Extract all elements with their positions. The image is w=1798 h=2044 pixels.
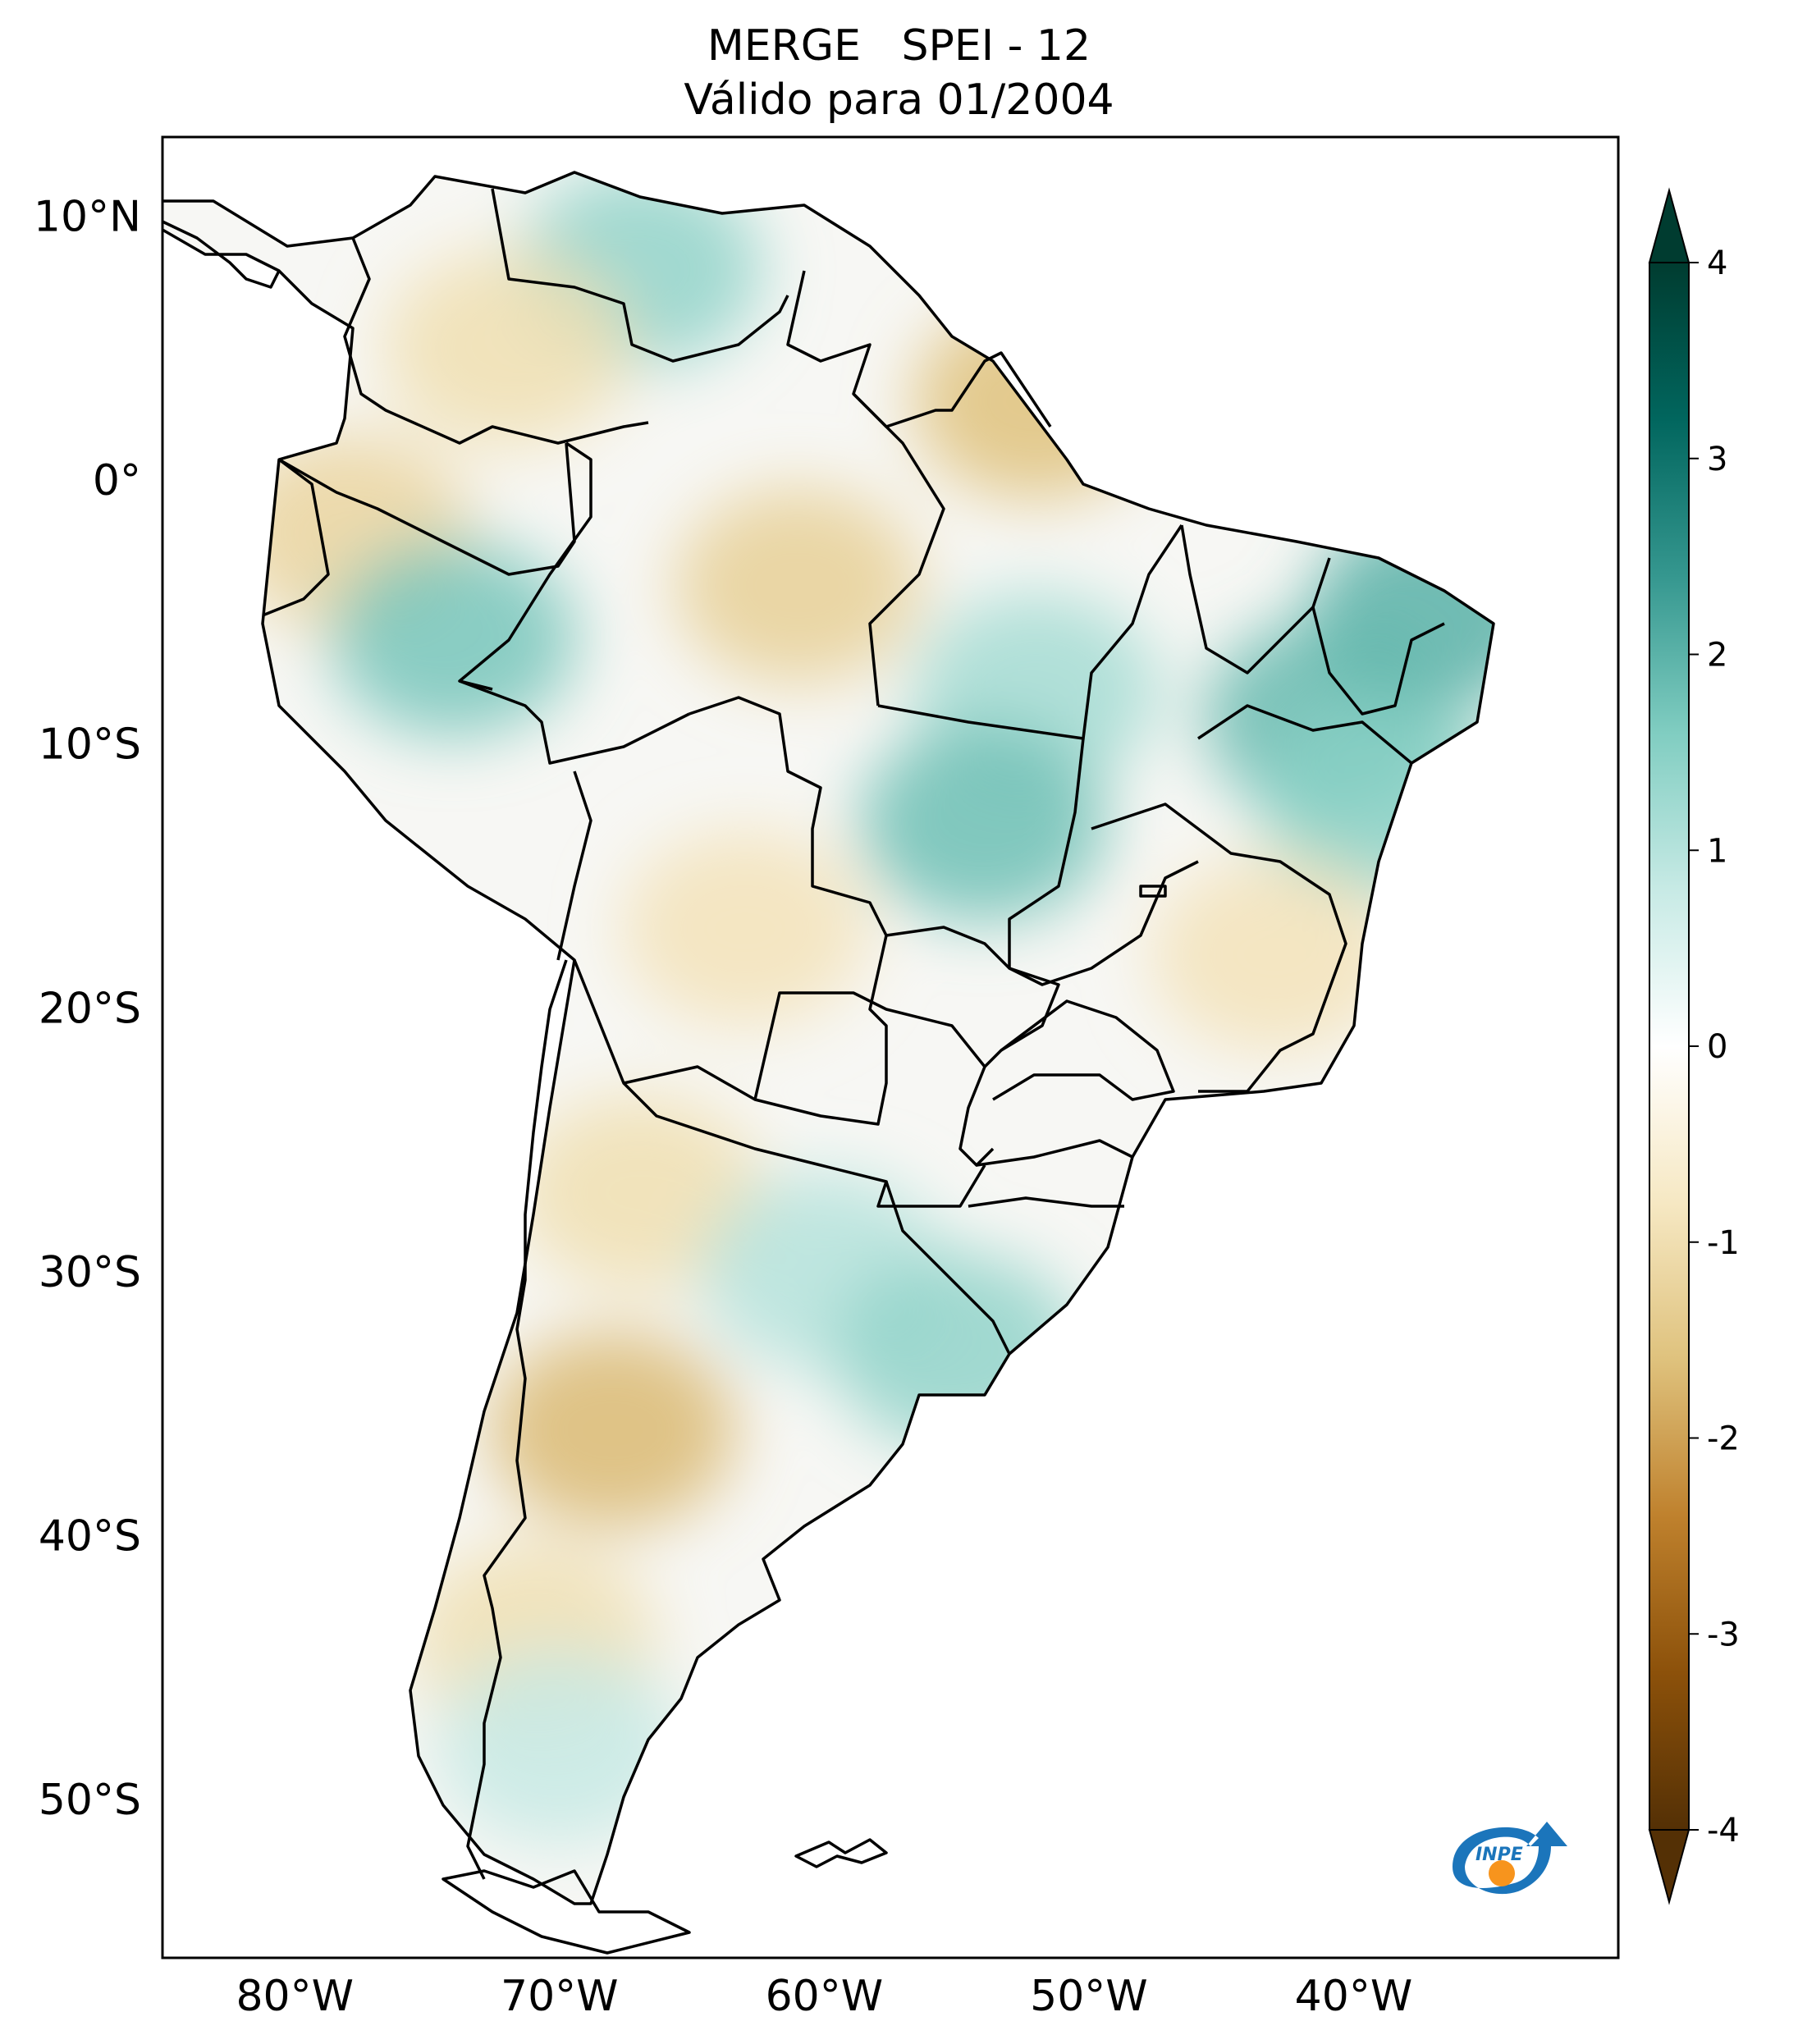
lon-tick-label: 50°W bbox=[1030, 1972, 1148, 2021]
lon-tick-label: 60°W bbox=[766, 1972, 884, 2021]
bolivia-brazil-border bbox=[689, 696, 888, 936]
logo-swoosh bbox=[1453, 1822, 1567, 1895]
brazil-states-central bbox=[877, 524, 1183, 740]
lat-tick-label: 40°S bbox=[39, 1511, 141, 1561]
colorbar-body bbox=[1649, 262, 1690, 1831]
brazil-states-goias bbox=[1008, 738, 1199, 986]
colorbar-tick-label: 4 bbox=[1707, 245, 1727, 282]
spei-anomaly-patch bbox=[330, 540, 577, 738]
country-borders bbox=[162, 171, 1495, 1955]
logo-text: INPE bbox=[1475, 1845, 1523, 1865]
colorbar-tick-label: -2 bbox=[1707, 1420, 1740, 1458]
peru-bolivia-border bbox=[556, 771, 592, 961]
colombia-venezuela-border bbox=[343, 237, 649, 445]
tierra-del-fuego bbox=[441, 1869, 691, 1955]
spei-anomaly-patch bbox=[515, 1094, 762, 1292]
brazil-states-ne2 bbox=[1311, 606, 1445, 716]
spei-anomaly-patch bbox=[621, 830, 868, 1027]
bolivia-south-border bbox=[573, 935, 888, 1126]
lat-tick-label: 30°S bbox=[39, 1248, 141, 1297]
brazil-states-pr-sc bbox=[968, 1139, 1133, 1208]
colorbar-tick-label: 2 bbox=[1707, 637, 1727, 674]
lat-tick-label: 50°S bbox=[39, 1776, 141, 1825]
continent-outline bbox=[162, 171, 1495, 1905]
spei-anomaly-patch bbox=[383, 249, 630, 447]
lat-tick-label: 0° bbox=[93, 456, 141, 505]
lon-tick-label: 40°W bbox=[1295, 1972, 1413, 2021]
spei-anomaly-patch bbox=[833, 1252, 1080, 1450]
lat-tick-label: 20°S bbox=[39, 984, 141, 1033]
argentina-paraguay-border bbox=[622, 1081, 986, 1208]
spei-anomaly-patch bbox=[1151, 856, 1398, 1054]
colorbar-lower-extension bbox=[1648, 1829, 1690, 1905]
spei-field bbox=[162, 172, 1494, 1904]
colorbar-tick-label: -4 bbox=[1707, 1812, 1740, 1850]
lat-tick-label: 10°S bbox=[39, 720, 141, 770]
logo-sun bbox=[1489, 1860, 1515, 1886]
lon-tick-label: 80°W bbox=[236, 1972, 354, 2021]
brazil-states-north bbox=[852, 392, 945, 706]
brazil-states-east bbox=[1197, 704, 1413, 765]
venezuela-south bbox=[491, 188, 789, 363]
ecuador-peru-border bbox=[262, 458, 330, 617]
inpe-logo: INPE bbox=[1453, 1822, 1567, 1895]
colorbar-tick-label: -3 bbox=[1707, 1616, 1740, 1653]
brazil-states-northeast bbox=[1180, 524, 1331, 674]
brazil-states-mg bbox=[1091, 803, 1347, 1093]
brazil-states-sp bbox=[992, 999, 1175, 1101]
colorbar-tick-label: 1 bbox=[1707, 832, 1727, 870]
map-title: MERGE SPEI - 12 bbox=[707, 21, 1091, 71]
chile-argentina-border bbox=[466, 959, 568, 1880]
falkland-islands bbox=[794, 1838, 888, 1868]
colorbar: 4 3 2 1 0 -1 -2 -3 -4 bbox=[1648, 187, 1740, 1905]
lon-tick-label: 70°W bbox=[501, 1972, 619, 2021]
map-frame bbox=[161, 135, 1620, 1959]
lat-tick-label: 10°N bbox=[34, 192, 141, 241]
colorbar-tick-label: 0 bbox=[1707, 1028, 1727, 1066]
peru-brazil-border bbox=[459, 679, 690, 765]
map-subtitle: Válido para 01/2004 bbox=[684, 75, 1114, 125]
colorbar-tick-label: -1 bbox=[1707, 1224, 1740, 1262]
spei-anomaly-patch bbox=[489, 1331, 736, 1529]
colorbar-tick-label: 3 bbox=[1707, 441, 1727, 478]
spei-anomaly-patch bbox=[859, 725, 1106, 922]
spei-anomaly-patch bbox=[675, 487, 922, 684]
brazil-df bbox=[1139, 885, 1167, 898]
colorbar-upper-extension bbox=[1648, 187, 1690, 263]
spei-anomaly-patch bbox=[436, 1648, 683, 1845]
argentina-uruguay-brazil bbox=[885, 1181, 1011, 1355]
central-america bbox=[162, 220, 281, 289]
paraguay bbox=[753, 991, 995, 1167]
